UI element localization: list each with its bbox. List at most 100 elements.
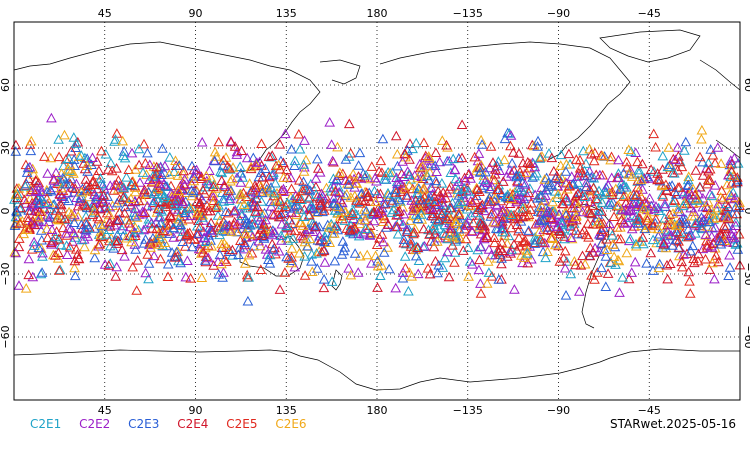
observation-triangle	[208, 181, 219, 192]
observation-triangle	[397, 272, 409, 283]
observation-triangle	[157, 240, 168, 250]
observation-triangle	[298, 159, 310, 169]
observation-triangle	[647, 234, 659, 245]
observation-triangle	[245, 185, 257, 196]
observation-triangle	[20, 180, 31, 191]
observation-triangle	[684, 288, 696, 298]
observation-triangle	[348, 173, 360, 184]
observation-triangle	[337, 168, 349, 178]
observation-triangle	[44, 212, 56, 222]
observation-triangle	[372, 255, 383, 266]
observation-triangle	[637, 158, 648, 169]
observation-triangle	[124, 217, 135, 228]
observation-triangle	[524, 158, 536, 168]
observation-triangle	[579, 197, 591, 208]
observation-triangle	[505, 140, 516, 151]
observation-triangle	[447, 239, 458, 250]
observation-triangle	[324, 237, 336, 247]
observation-triangle	[556, 198, 568, 209]
observation-triangle	[73, 253, 85, 263]
observation-triangle	[341, 188, 353, 199]
observation-triangle	[235, 189, 247, 199]
observation-triangle	[20, 282, 32, 293]
observation-triangle	[263, 254, 274, 264]
observation-triangle	[570, 190, 582, 201]
observation-triangle	[175, 219, 187, 229]
observation-triangle	[351, 209, 362, 219]
observation-triangle	[566, 202, 578, 213]
observation-triangle	[45, 237, 57, 248]
axis-labels: 45 45 90 90 135 135 180 180 −135 −135 −90 −90 −45 −45…	[0, 7, 750, 417]
observation-triangle	[658, 238, 670, 249]
observation-triangle	[325, 182, 337, 193]
observation-triangle	[199, 232, 211, 242]
observation-triangle	[129, 203, 141, 213]
observation-triangle	[394, 215, 405, 226]
observation-triangle	[53, 214, 65, 225]
observation-triangle	[432, 185, 444, 196]
observation-triangle	[266, 150, 278, 160]
observation-triangle	[709, 157, 721, 168]
observation-triangle	[343, 118, 355, 129]
observation-triangle	[730, 239, 742, 249]
observation-triangle	[540, 252, 551, 263]
observation-triangle	[286, 183, 297, 194]
observation-triangle	[301, 227, 312, 238]
observation-triangle	[316, 188, 327, 199]
observation-triangle	[542, 177, 554, 188]
observation-triangle	[513, 148, 525, 158]
observation-triangle	[298, 166, 310, 176]
observation-triangle	[618, 191, 630, 201]
observation-triangle	[235, 200, 246, 211]
observation-triangle	[580, 181, 592, 192]
observation-triangle	[52, 252, 64, 263]
observation-triangle	[216, 258, 227, 269]
observation-triangle	[185, 272, 196, 283]
observation-triangle	[347, 168, 359, 179]
observation-triangle	[145, 242, 156, 252]
observation-triangle	[95, 203, 106, 214]
observation-triangle	[294, 193, 305, 203]
observation-triangle	[430, 255, 441, 266]
observation-triangle	[513, 225, 524, 236]
observation-triangle	[581, 229, 592, 240]
observation-triangle	[193, 228, 205, 238]
observation-triangle	[369, 185, 380, 196]
observation-triangle	[243, 271, 255, 282]
observation-triangle	[449, 257, 460, 267]
observation-triangle	[45, 152, 57, 163]
observation-triangle	[410, 202, 422, 213]
observation-triangle	[39, 151, 50, 161]
observation-triangle	[704, 216, 715, 227]
observation-triangle	[696, 124, 708, 135]
lon-tick-label-top: −135	[453, 7, 483, 20]
observation-triangle	[133, 224, 144, 235]
observation-triangle	[299, 135, 310, 145]
observation-triangle	[412, 268, 424, 279]
observation-triangle	[612, 254, 624, 265]
observation-triangle	[289, 155, 301, 166]
coastlines	[13, 29, 741, 391]
observation-triangle	[450, 173, 462, 184]
observation-triangle	[377, 216, 389, 226]
observation-triangle	[599, 187, 611, 198]
observation-triangle	[178, 165, 190, 176]
observation-triangle	[232, 226, 244, 237]
observation-triangle	[108, 185, 120, 195]
observation-triangle	[404, 215, 416, 225]
observation-triangle	[274, 196, 286, 206]
observation-triangle	[260, 243, 272, 254]
lon-tick-label-bottom: 90	[189, 404, 203, 417]
observation-triangle	[419, 240, 430, 251]
observation-triangle	[429, 228, 441, 239]
observation-triangle	[346, 225, 358, 236]
observation-triangle	[410, 137, 422, 148]
observation-triangle	[80, 210, 92, 221]
observation-triangle	[72, 136, 84, 147]
observation-triangle	[511, 169, 522, 180]
observation-triangle	[334, 167, 346, 177]
observation-triangle	[602, 268, 614, 278]
observation-triangle	[394, 177, 406, 188]
observation-triangle	[297, 220, 309, 230]
observation-triangle	[445, 223, 457, 233]
